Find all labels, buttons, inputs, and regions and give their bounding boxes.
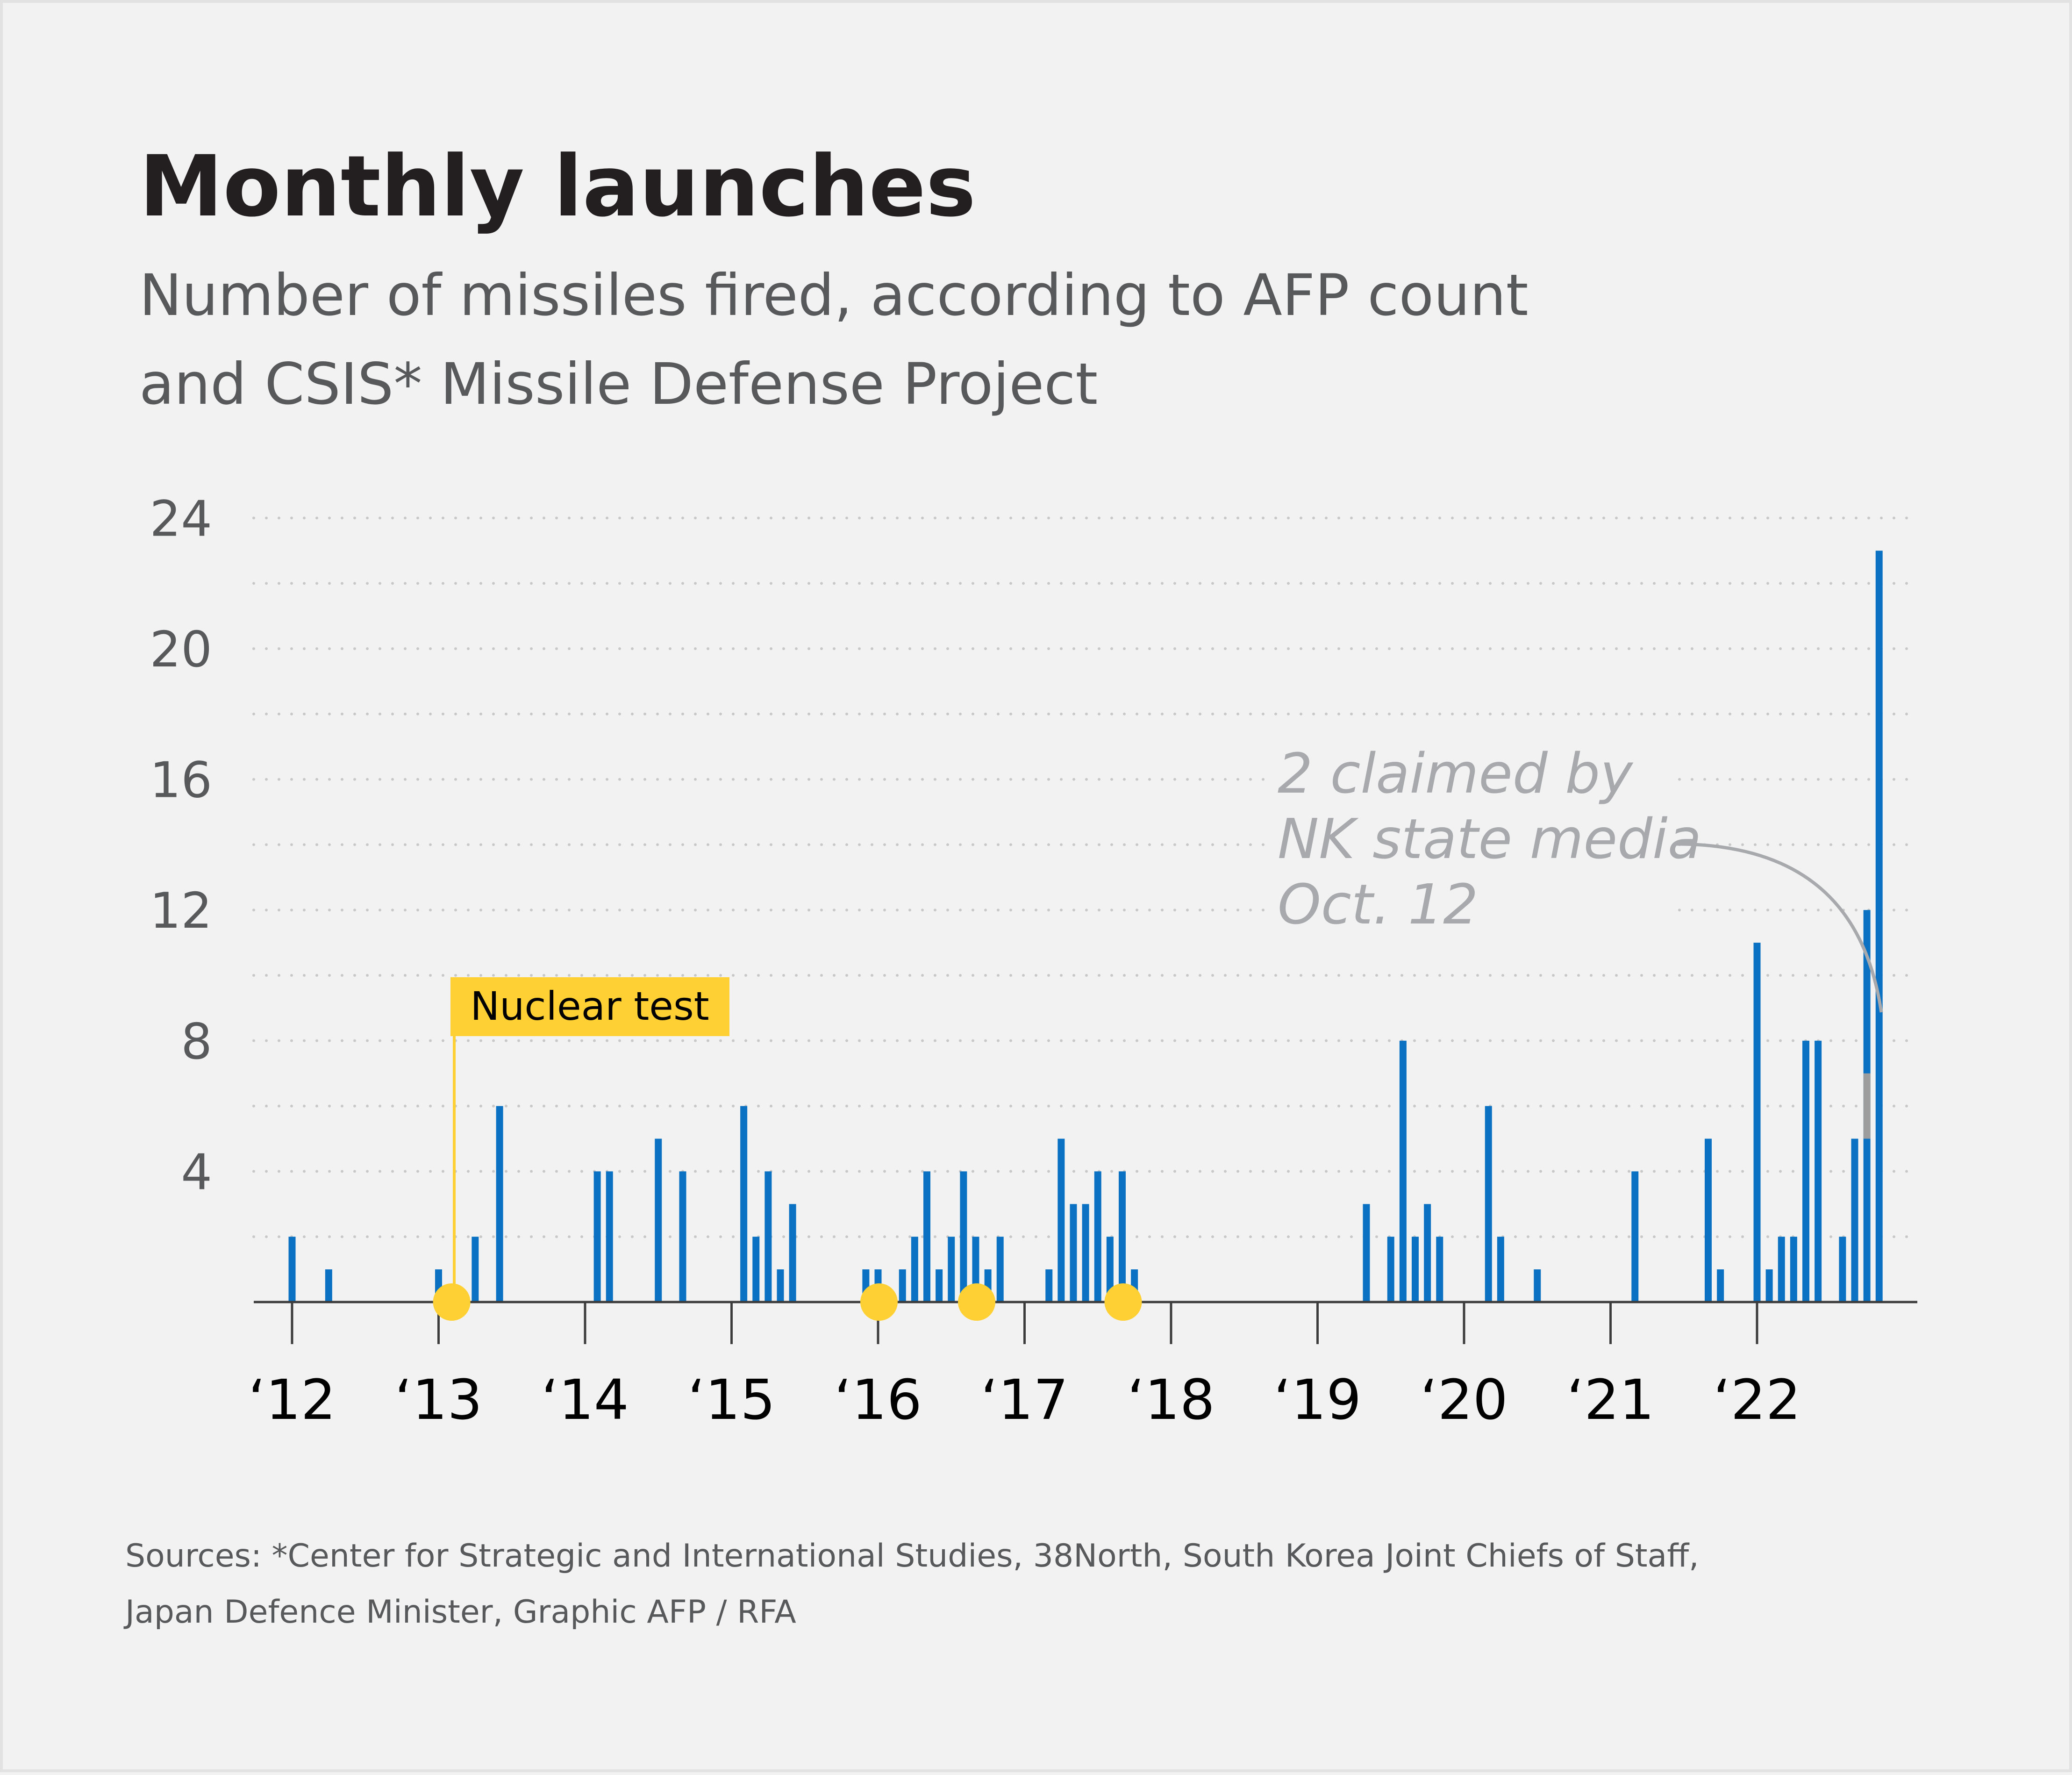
bar — [1875, 551, 1883, 1302]
bar — [764, 1171, 772, 1302]
bar — [1070, 1204, 1077, 1302]
chart-subtitle-line-2: and CSIS* Missile Defense Project — [139, 351, 1098, 417]
nuclear-test-label: Nuclear test — [470, 983, 709, 1029]
claimed-annotation-line-2: NK state media — [1278, 807, 1701, 871]
nuclear-test-marker — [958, 1283, 995, 1321]
nuclear-test-label-box — [450, 977, 729, 1036]
bar — [1839, 1237, 1846, 1302]
x-tick-label: ‘13 — [395, 1367, 483, 1432]
claimed-annotation-leader — [1675, 842, 1883, 1013]
bar — [960, 1171, 967, 1302]
bar — [325, 1269, 332, 1302]
bar — [472, 1237, 479, 1302]
nuclear-test-marker — [1104, 1283, 1142, 1321]
nuclear-test-markers — [433, 1283, 1142, 1321]
claimed-annotation-line-1: 2 claimed by — [1278, 741, 1634, 806]
y-tick-label: 12 — [150, 882, 212, 939]
bar — [1778, 1237, 1785, 1302]
claimed-annotation-backdrop — [1265, 746, 1676, 942]
bar — [1815, 1040, 1822, 1302]
bar — [777, 1269, 784, 1302]
y-axis-ticks: 4 8 12 16 20 24 — [150, 490, 212, 1201]
bar — [1631, 1171, 1639, 1302]
bar — [1387, 1237, 1394, 1302]
bar — [936, 1269, 943, 1302]
bar — [1534, 1269, 1541, 1302]
y-tick-label: 4 — [181, 1144, 212, 1201]
bar — [679, 1171, 686, 1302]
bar — [899, 1269, 906, 1302]
y-tick-label: 8 — [181, 1013, 212, 1070]
bar — [1094, 1171, 1101, 1302]
bar — [1851, 1138, 1858, 1302]
bar — [1485, 1106, 1492, 1302]
x-tick-label: ‘16 — [834, 1367, 922, 1432]
bar — [1436, 1237, 1443, 1302]
x-tick-label: ‘15 — [688, 1367, 776, 1432]
bar — [1753, 943, 1761, 1302]
bar — [606, 1171, 613, 1302]
source-line-1: Sources: *Center for Strategic and Inter… — [125, 1538, 1699, 1575]
bar — [1106, 1237, 1114, 1302]
bar — [496, 1106, 503, 1302]
bar — [1765, 1269, 1773, 1302]
bar — [996, 1237, 1004, 1302]
bar — [752, 1237, 760, 1302]
x-tick-label: ‘17 — [981, 1367, 1069, 1432]
bar — [1790, 1237, 1797, 1302]
x-tick-label: ‘14 — [541, 1367, 629, 1432]
nuclear-test-marker — [433, 1283, 471, 1321]
bar — [655, 1138, 662, 1302]
claimed-annotation-line-3: Oct. 12 — [1278, 872, 1478, 937]
bar — [1082, 1204, 1089, 1302]
bar — [1424, 1204, 1431, 1302]
x-tick-label: ‘12 — [248, 1367, 336, 1432]
bar — [1399, 1040, 1407, 1302]
bar — [1802, 1040, 1809, 1302]
source-line-2: Japan Defence Minister, Graphic AFP / RF… — [123, 1594, 796, 1631]
bar — [740, 1106, 748, 1302]
bar — [1412, 1237, 1419, 1302]
bar-claimed-segment — [1863, 1073, 1871, 1139]
x-tick-label: ‘21 — [1567, 1367, 1655, 1432]
x-tick-label: ‘20 — [1420, 1367, 1508, 1432]
bar — [948, 1237, 955, 1302]
bar — [789, 1204, 796, 1302]
nuclear-test-marker — [860, 1283, 898, 1321]
bar — [593, 1171, 601, 1302]
bar — [1057, 1138, 1065, 1302]
y-tick-label: 24 — [150, 490, 212, 547]
x-tick-label: ‘18 — [1127, 1367, 1215, 1432]
y-tick-label: 16 — [150, 752, 212, 809]
x-tick-label: ‘22 — [1713, 1367, 1801, 1432]
bar — [1119, 1171, 1126, 1302]
bar — [1497, 1237, 1504, 1302]
bar — [1705, 1138, 1712, 1302]
bar — [288, 1237, 296, 1302]
gridlines — [252, 516, 1919, 1238]
claimed-annotation: 2 claimed by NK state media Oct. 12 — [1265, 741, 1883, 1013]
bar — [923, 1171, 930, 1302]
bar — [1717, 1269, 1724, 1302]
x-tick-label: ‘19 — [1274, 1367, 1362, 1432]
chart-svg: Monthly launches Number of missiles fire… — [123, 138, 1919, 1631]
chart-subtitle-line-1: Number of missiles fired, according to A… — [139, 262, 1529, 329]
nuclear-test-annotation: Nuclear test — [450, 977, 729, 1302]
bar — [911, 1237, 918, 1302]
chart-title: Monthly launches — [139, 138, 976, 236]
bar — [1363, 1204, 1370, 1302]
x-axis-ticks: ‘12 ‘13 ‘14 ‘15 ‘16 ‘17 ‘18 ‘19 ‘20 ‘21 ‘22 — [248, 1302, 1801, 1432]
y-tick-label: 20 — [150, 621, 212, 678]
bar — [1045, 1269, 1053, 1302]
